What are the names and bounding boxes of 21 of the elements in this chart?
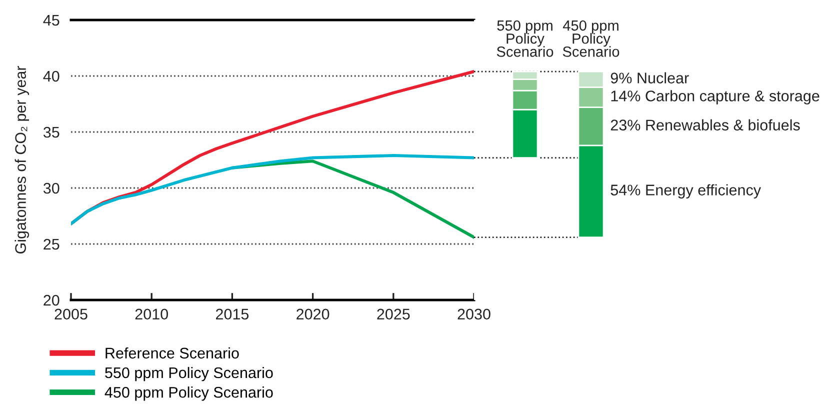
y-axis-title: Gigatonnes of CO₂ per year <box>14 66 30 254</box>
x-tick-label: 2020 <box>296 308 330 320</box>
legend-label: 450 ppm Policy Scenario <box>104 386 273 401</box>
series-label: 9% Nuclear <box>610 72 689 84</box>
x-tick-label: 2015 <box>216 308 249 320</box>
x-tick-label: 2005 <box>54 308 88 320</box>
line-series <box>71 154 474 226</box>
y-tick-label: 45 <box>43 15 60 26</box>
series-label: 54% Energy efficiency <box>610 184 762 198</box>
y-tick-label: 30 <box>43 182 60 194</box>
series-label: 14% Carbon capture & storage <box>611 90 820 104</box>
legend-label: 550 ppm Policy Scenario <box>105 366 273 382</box>
x-tick-label: 2025 <box>377 308 410 320</box>
y-tick-label: 20 <box>44 294 60 306</box>
series-label: 23% Renewables & biofuels <box>610 119 800 130</box>
x-tick-label: 2030 <box>458 308 490 320</box>
legend-label: Reference Scenario <box>106 347 239 359</box>
y-tick-label: 35 <box>43 126 60 138</box>
x-tick-label: 2010 <box>135 308 168 320</box>
y-tick-label: 40 <box>43 70 60 82</box>
y-tick-label: 25 <box>44 238 60 250</box>
